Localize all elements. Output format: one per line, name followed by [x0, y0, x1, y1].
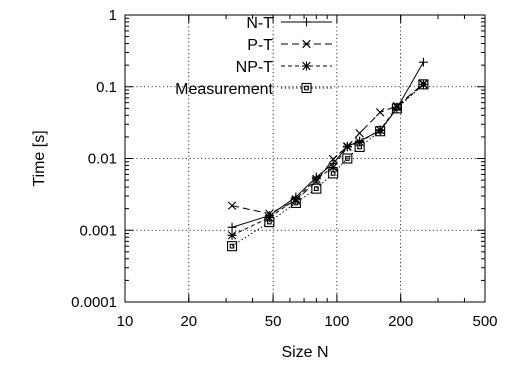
- data-point: [227, 230, 237, 240]
- legend-marker: [302, 17, 311, 27]
- series-p-t: [227, 79, 428, 218]
- y-axis-label: Time [s]: [31, 130, 48, 186]
- data-point: [311, 183, 322, 194]
- data-point: [342, 153, 353, 164]
- data-point: [311, 174, 321, 184]
- x-tick-label: 20: [180, 313, 197, 330]
- x-tick-label: 10: [117, 313, 134, 330]
- legend: N-T P-T NP-T Measurement: [175, 15, 332, 98]
- data-point: [391, 103, 402, 114]
- data-point: [264, 217, 275, 228]
- data-point: [227, 222, 237, 232]
- x-tick-label: 200: [388, 313, 413, 330]
- x-axis-label: Size N: [281, 344, 328, 361]
- legend-label: P-T: [247, 37, 273, 54]
- y-tick-label: 0.0001: [71, 294, 117, 311]
- series-measurement: [226, 79, 429, 252]
- data-point: [342, 142, 352, 152]
- data-point: [291, 194, 301, 204]
- data-point: [418, 79, 429, 90]
- legend-marker: [301, 82, 312, 94]
- data-point: [328, 154, 338, 164]
- data-point: [375, 126, 386, 137]
- legend-marker: [302, 61, 311, 71]
- legend-marker: [302, 39, 311, 49]
- legend-label: N-T: [246, 15, 273, 32]
- series-line: [231, 83, 424, 236]
- y-tick-label: 0.001: [79, 222, 117, 239]
- data-point: [290, 197, 301, 209]
- legend-label: NP-T: [236, 59, 274, 76]
- axes: 10 20 50 100 200 500 0.0001 0.001 0.01 0.1 1: [71, 7, 497, 330]
- x-tick-label: 50: [265, 313, 282, 330]
- y-tick-label: 0.1: [96, 79, 117, 96]
- legend-label: Measurement: [175, 81, 273, 98]
- grid: [125, 15, 485, 302]
- data-point: [354, 141, 365, 152]
- x-tick-label: 500: [472, 313, 497, 330]
- plot-series: [226, 57, 429, 252]
- x-tick-label: 100: [324, 313, 349, 330]
- data-point: [375, 108, 385, 117]
- data-point: [418, 57, 428, 67]
- data-point: [328, 168, 339, 179]
- legend-entry: NP-T: [236, 59, 332, 76]
- legend-entry: N-T: [246, 15, 332, 32]
- data-point: [328, 162, 338, 172]
- y-tick-label: 0.01: [88, 151, 117, 168]
- data-point: [227, 201, 237, 210]
- y-tick-label: 1: [109, 7, 117, 24]
- series-line: [231, 83, 424, 215]
- series-line: [231, 83, 424, 247]
- legend-entry: Measurement: [175, 81, 332, 98]
- legend-entry: P-T: [247, 37, 332, 54]
- data-point: [355, 129, 364, 138]
- data-point: [226, 241, 238, 252]
